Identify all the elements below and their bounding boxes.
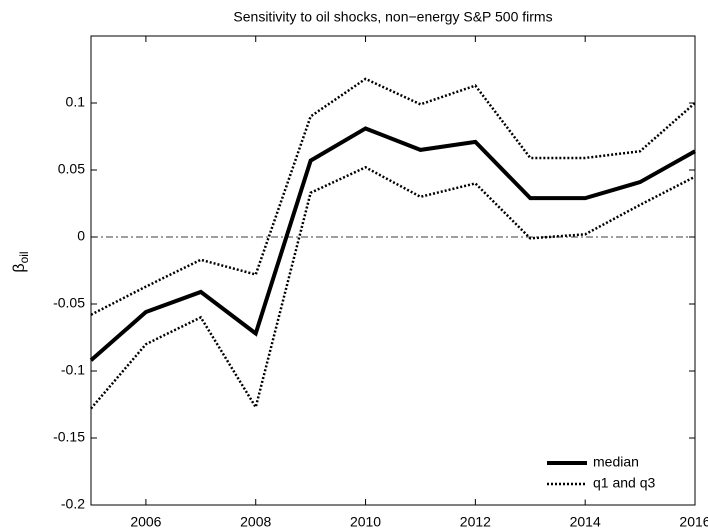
y-tick-label: 0.1 bbox=[66, 94, 86, 110]
y-label-symbol: β bbox=[11, 263, 28, 272]
x-tick-label: 2006 bbox=[130, 514, 161, 530]
y-tick-label: -0.05 bbox=[53, 295, 85, 311]
chart-title: Sensitivity to oil shocks, non−energy S&… bbox=[233, 9, 552, 25]
legend-label: median bbox=[593, 454, 639, 470]
series-line bbox=[90, 77, 696, 316]
x-tick-label: 2014 bbox=[570, 514, 601, 530]
y-tick-label: -0.1 bbox=[61, 362, 85, 378]
y-tick-label: 0.05 bbox=[58, 161, 85, 177]
y-axis-label: βoil bbox=[11, 251, 31, 272]
y-tick-label: 0 bbox=[77, 228, 85, 244]
y-label-subscript: oil bbox=[17, 251, 31, 263]
x-tick-label: 2012 bbox=[460, 514, 491, 530]
legend-label: q1 and q3 bbox=[593, 475, 655, 491]
plot-frame bbox=[90, 35, 696, 506]
x-tick-label: 2010 bbox=[350, 514, 381, 530]
x-tick-label: 2008 bbox=[240, 514, 271, 530]
series-line bbox=[89, 126, 696, 362]
legend: median q1 and q3 bbox=[538, 448, 690, 500]
series-line bbox=[90, 165, 696, 411]
y-tick-label: -0.2 bbox=[61, 496, 85, 512]
legend-box bbox=[538, 448, 690, 500]
y-tick-label: -0.15 bbox=[53, 429, 85, 445]
x-tick-label: 2016 bbox=[679, 514, 708, 530]
